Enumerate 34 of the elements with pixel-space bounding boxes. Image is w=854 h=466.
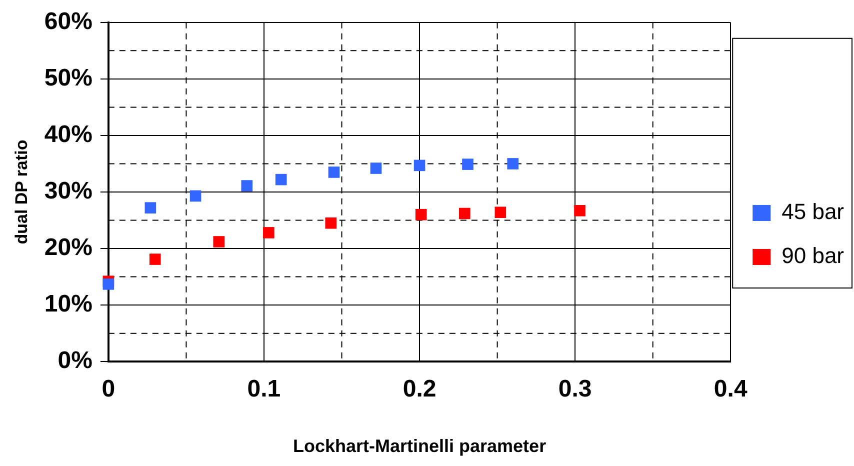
point — [102, 278, 114, 290]
point — [458, 208, 470, 220]
point — [241, 180, 253, 192]
legend-label: 45 bar — [782, 199, 844, 224]
y-tick-label: 10% — [44, 290, 92, 318]
point — [325, 217, 337, 229]
y-tick-label: 30% — [44, 178, 92, 205]
x-tick-label: 0 — [102, 376, 116, 403]
point — [574, 205, 586, 216]
point — [190, 190, 202, 202]
x-axis-title: Lockhart-Martinelli parameter — [292, 436, 546, 456]
point — [149, 254, 161, 265]
point — [328, 166, 340, 178]
point — [370, 162, 382, 174]
point — [494, 206, 506, 218]
x-tick-label: 0.1 — [247, 376, 281, 403]
y-axis-title: dual DP ratio — [12, 140, 31, 244]
point — [415, 208, 427, 220]
point — [144, 202, 156, 214]
x-tick-label: 0.2 — [402, 376, 436, 403]
point — [507, 158, 519, 170]
legend-label: 90 bar — [782, 243, 844, 268]
point — [262, 227, 274, 238]
point — [275, 174, 287, 186]
point — [414, 160, 426, 172]
x-tick-label: 0.3 — [558, 376, 592, 403]
point — [213, 236, 225, 248]
x-tick-label: 0.4 — [714, 376, 748, 403]
y-tick-label: 20% — [44, 234, 92, 262]
y-tick-label: 50% — [44, 64, 92, 92]
y-tick-label: 60% — [44, 8, 92, 36]
y-tick-label: 40% — [44, 121, 92, 148]
y-tick-label: 0% — [58, 347, 92, 374]
point — [462, 158, 474, 170]
